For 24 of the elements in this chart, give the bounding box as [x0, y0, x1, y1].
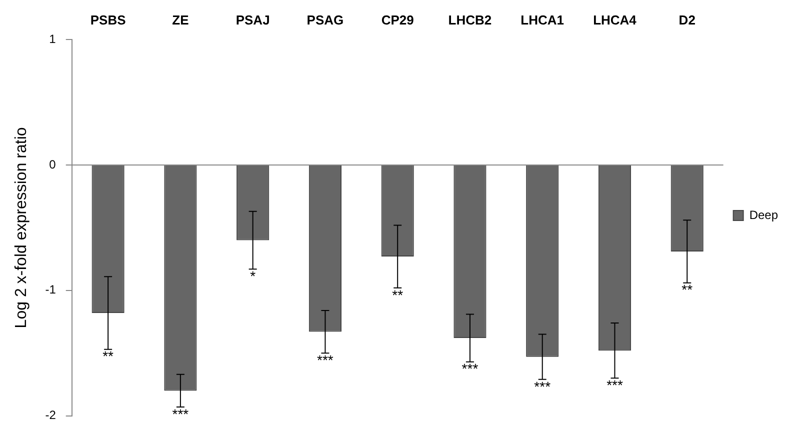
annotation: **	[392, 286, 404, 303]
x-tick-label: PSAJ	[236, 12, 270, 28]
x-tick-label: LHCA1	[520, 12, 564, 28]
x-tick-label: PSBS	[90, 12, 126, 28]
x-tick-label: CP29	[381, 12, 414, 28]
y-axis-title: Log 2 x-fold expression ratio	[13, 127, 30, 328]
x-tick-label: LHCB2	[448, 12, 492, 28]
y-tick-label: 0	[49, 157, 56, 172]
x-tick-label: D2	[678, 12, 696, 28]
annotation: ***	[172, 406, 190, 422]
y-tick-label: 1	[49, 32, 56, 46]
x-tick-label: LHCA4	[593, 12, 638, 28]
annotation: **	[682, 282, 694, 298]
annotation: ***	[317, 352, 334, 368]
annotation: ***	[606, 377, 624, 394]
annotation: ***	[462, 360, 479, 377]
annotation: ***	[534, 378, 552, 394]
legend-label: Deep	[749, 208, 778, 222]
x-tick-label: PSAG	[306, 12, 344, 28]
x-tick-label: ZE	[172, 12, 190, 28]
y-tick-label: -1	[45, 282, 56, 297]
annotation: **	[102, 348, 114, 364]
annotation: *	[250, 268, 256, 284]
y-tick-label: -2	[45, 408, 56, 422]
